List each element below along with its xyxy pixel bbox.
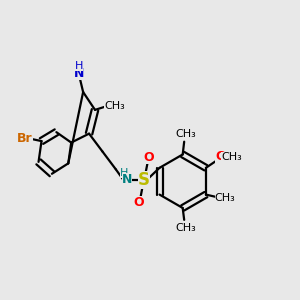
Text: CH₃: CH₃ [104,101,125,111]
Text: CH₃: CH₃ [215,193,236,202]
Text: Br: Br [17,132,33,145]
Text: H: H [120,168,128,178]
Text: N: N [74,67,84,80]
Text: H: H [75,61,83,71]
Text: O: O [143,151,154,164]
Text: CH₃: CH₃ [221,152,242,162]
Text: O: O [134,196,144,208]
Text: CH₃: CH₃ [175,129,196,139]
Text: O: O [215,150,226,163]
Text: CH₃: CH₃ [175,223,196,232]
Text: N: N [122,173,132,186]
Text: S: S [138,171,150,189]
